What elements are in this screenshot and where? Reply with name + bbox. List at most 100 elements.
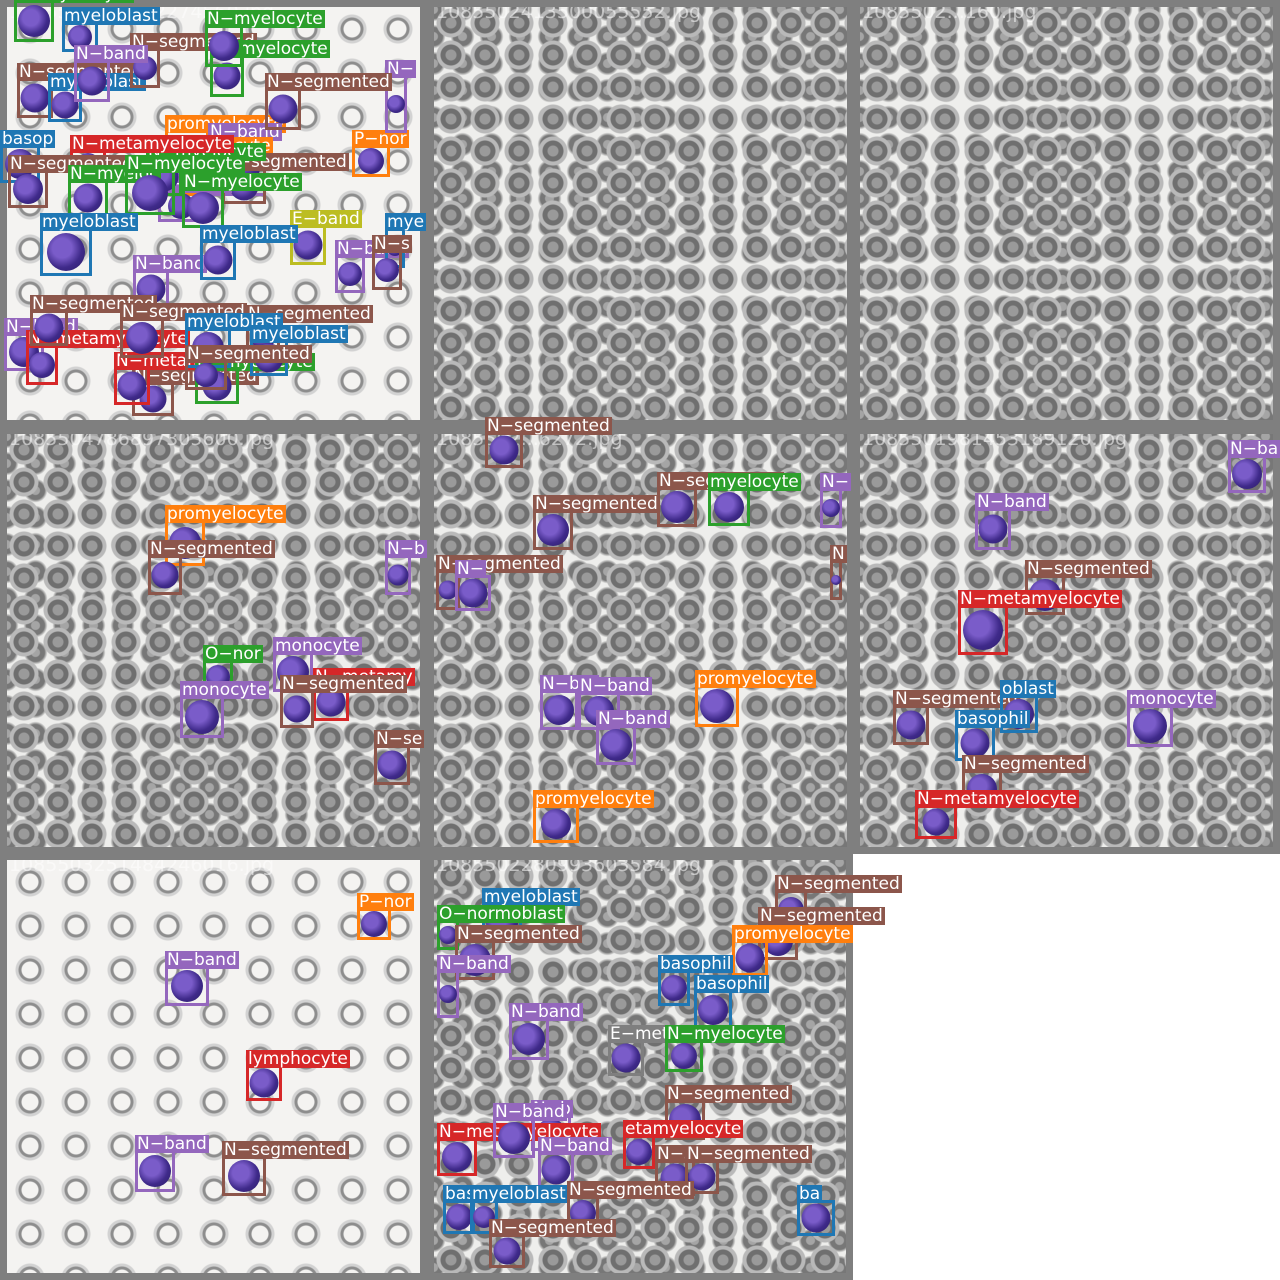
detection-box: N−metamyelocyte xyxy=(26,330,190,385)
detection-label: N−myelocyte xyxy=(205,9,325,29)
cell-nucleus xyxy=(194,363,218,387)
detection-label: N− xyxy=(820,472,851,492)
cell-nucleus xyxy=(831,575,841,585)
detection-box: N−metamyelocyte xyxy=(958,590,1122,655)
cell-nucleus xyxy=(439,985,457,1003)
detection-box: N−se xyxy=(374,730,425,785)
cell-nucleus xyxy=(34,313,64,343)
cell-nucleus xyxy=(361,911,387,937)
detection-label: N−band xyxy=(596,709,670,729)
detection-label: promyelocyte xyxy=(165,504,286,524)
detection-label: N−band xyxy=(578,676,652,696)
cell-nucleus xyxy=(439,926,457,944)
cell-nucleus xyxy=(714,492,744,522)
detection-label: N−segmented xyxy=(775,874,902,894)
cell-nucleus xyxy=(458,578,488,608)
detection-label: etamyelocyte xyxy=(623,1119,744,1139)
detection-label: basophil xyxy=(955,709,1031,729)
cell-nucleus xyxy=(117,371,147,401)
detection-box: N−band xyxy=(74,45,148,102)
detection-label: N−band xyxy=(509,1002,583,1022)
cell-nucleus xyxy=(978,514,1008,544)
detection-label: N−segmented xyxy=(485,416,612,436)
cell-nucleus xyxy=(377,750,407,780)
image-filename: 1085502...160.jpg xyxy=(862,1,1037,23)
detection-box: monocyte xyxy=(180,681,269,738)
cell-nucleus xyxy=(541,809,571,839)
detection-label: N−segmented xyxy=(533,494,660,514)
detection-box: N− xyxy=(820,473,851,528)
cell-nucleus xyxy=(735,943,765,973)
cell-nucleus xyxy=(171,970,203,1002)
detection-label: ba xyxy=(797,1184,823,1204)
detection-label: myeloblast xyxy=(62,6,160,26)
detection-box: basophil xyxy=(658,955,734,1006)
cell-nucleus xyxy=(700,689,734,723)
detection-box: N−segmented xyxy=(8,155,135,208)
detection-label: O−normoblast xyxy=(437,904,565,924)
detection-box: N−band xyxy=(165,951,239,1006)
detection-box: myeloblast xyxy=(470,1185,568,1234)
detection-label: E−band xyxy=(290,209,362,229)
detection-label: N−band xyxy=(437,954,511,974)
detection-label: N−segmented xyxy=(893,689,1020,709)
detection-box: promyelocyte xyxy=(695,670,816,727)
image-tile: 1085501981453189120.jpg xyxy=(853,427,1280,854)
cell-nucleus xyxy=(185,700,219,734)
detection-box: N−segmented xyxy=(222,1141,349,1196)
detection-label: N−segmented xyxy=(665,1084,792,1104)
detection-box: N−segmented xyxy=(657,472,784,527)
cell-nucleus xyxy=(187,192,219,224)
cell-nucleus xyxy=(446,1204,472,1230)
cell-nucleus xyxy=(963,610,1003,650)
detection-label: monocyte xyxy=(180,680,269,700)
detection-box: N−band xyxy=(538,1137,612,1188)
detection-label: N−segmented xyxy=(1025,559,1152,579)
cell-nucleus xyxy=(896,710,926,740)
cell-nucleus xyxy=(228,1160,260,1192)
detection-label: N−segmented xyxy=(185,344,312,364)
cell-nucleus xyxy=(20,83,50,113)
cell-nucleus xyxy=(139,1155,171,1187)
cell-nucleus xyxy=(13,174,43,204)
image-tile: 1085504786897305600.jpg xyxy=(0,427,427,854)
cell-nucleus xyxy=(1232,459,1262,489)
detection-box: N−segmented xyxy=(120,303,247,358)
cell-nucleus xyxy=(18,5,50,37)
cell-nucleus xyxy=(544,695,574,725)
cell-nucleus xyxy=(1133,709,1167,743)
cell-nucleus xyxy=(600,729,632,761)
detection-label: N−band xyxy=(133,254,207,274)
detection-box: N− xyxy=(455,560,491,611)
cell-nucleus xyxy=(626,1139,652,1165)
detection-box: N−ba xyxy=(1228,440,1280,493)
detection-label: N−band xyxy=(538,1136,612,1156)
cell-nucleus xyxy=(537,514,569,546)
detection-box: promyelocyte xyxy=(533,790,654,843)
detection-label: N−b xyxy=(385,539,427,559)
detection-label: N−segmented xyxy=(455,924,582,944)
detection-label: N−band xyxy=(165,950,239,970)
image-tile: 1085503251484246016.jpg xyxy=(0,853,427,1280)
detection-box: N−myelocyte xyxy=(14,0,134,42)
cell-nucleus xyxy=(47,233,85,271)
detection-label: N−band xyxy=(74,44,148,64)
detection-label: N−band xyxy=(975,492,1049,512)
detection-label: O−nor xyxy=(203,644,263,664)
detection-label: lymphocyte xyxy=(246,1049,350,1069)
detection-label: N−segmented xyxy=(222,1140,349,1160)
cell-nucleus xyxy=(513,1023,545,1055)
detection-box: N−segmented xyxy=(485,417,612,468)
detection-label: myeloblast xyxy=(470,1184,568,1204)
detection-box: N−segmented xyxy=(30,295,157,346)
detection-box: N−segmented xyxy=(893,690,1020,745)
cell-nucleus xyxy=(822,499,840,517)
cell-nucleus xyxy=(442,1142,472,1172)
cell-nucleus xyxy=(698,995,728,1025)
detection-label: N−metamyelocyte xyxy=(958,589,1122,609)
cell-nucleus xyxy=(922,808,950,836)
image-filename: 1085502...6272.jpg xyxy=(436,428,623,450)
cell-nucleus xyxy=(151,561,179,589)
cell-nucleus xyxy=(126,322,158,354)
cell-nucleus xyxy=(203,245,233,275)
